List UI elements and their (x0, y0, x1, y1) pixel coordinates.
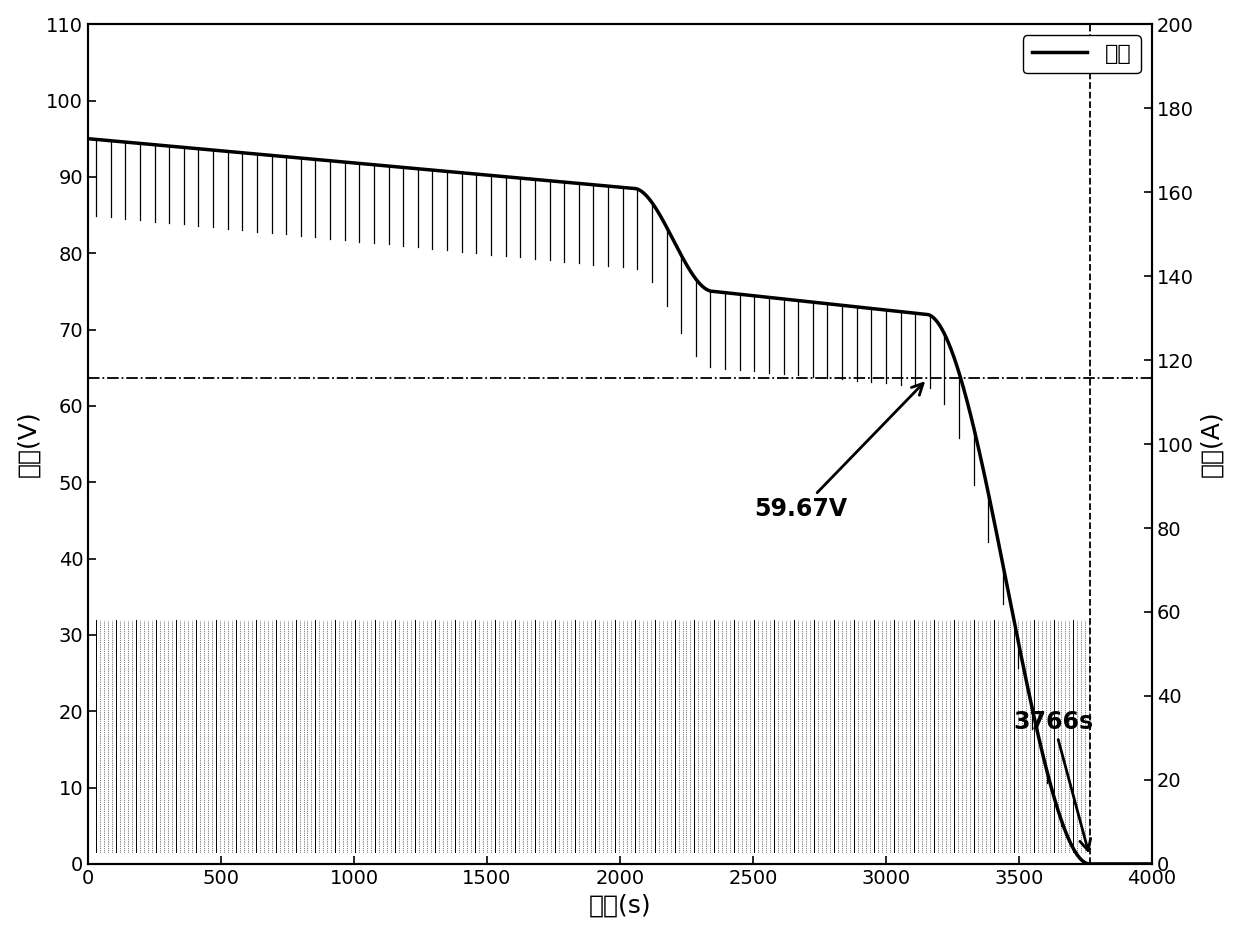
Text: 3766s: 3766s (1013, 710, 1094, 851)
Y-axis label: 电流(A): 电流(A) (1199, 411, 1224, 477)
Y-axis label: 电压(V): 电压(V) (16, 411, 41, 477)
Legend: 电压: 电压 (1023, 35, 1141, 73)
X-axis label: 时间(s): 时间(s) (589, 893, 651, 917)
Text: 59.67V: 59.67V (754, 383, 923, 521)
